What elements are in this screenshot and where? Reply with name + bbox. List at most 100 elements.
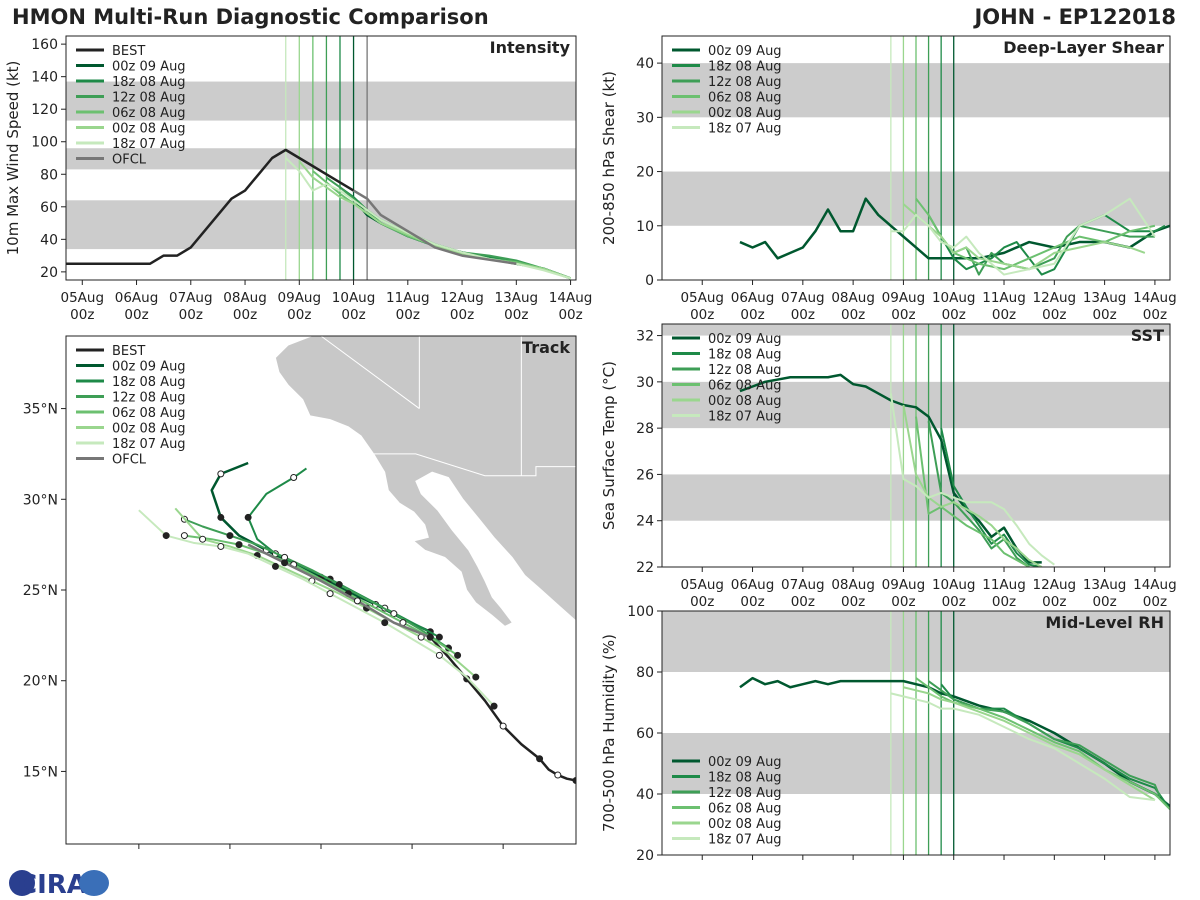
y-tick-label: 30 xyxy=(636,375,654,391)
x-tick-label: 14Aug xyxy=(1133,577,1177,593)
x-tick-label: 05Aug xyxy=(680,577,724,593)
y-tick-label: 80 xyxy=(636,665,654,681)
legend-label: 18z 07 Aug xyxy=(708,410,782,425)
x-tick-label: 11Aug xyxy=(982,290,1026,306)
chart-intensity: 2040608010012014016005Aug00z06Aug00z07Au… xyxy=(4,35,593,323)
legend-label: 06z 08 Aug xyxy=(708,379,782,394)
series-layer xyxy=(138,461,576,784)
y-tick-label: 160 xyxy=(31,37,58,53)
x-tick-label: 110°W xyxy=(479,859,527,860)
x-tick-sublabel: 00z xyxy=(341,307,365,323)
chart-title: Mid-Level RH xyxy=(1045,613,1164,632)
y-tick-label: 32 xyxy=(636,329,654,345)
x-tick-sublabel: 00z xyxy=(558,307,582,323)
track-point xyxy=(536,755,544,763)
chart-canvas: 2040608010012014016005Aug00z06Aug00z07Au… xyxy=(4,35,1177,860)
x-tick-sublabel: 00z xyxy=(791,594,815,610)
shaded-band xyxy=(66,200,576,250)
track-point xyxy=(499,722,507,730)
plot-frame xyxy=(661,35,1171,281)
x-tick-sublabel: 00z xyxy=(891,307,915,323)
land-area xyxy=(275,336,576,627)
x-tick-label: 05Aug xyxy=(680,290,724,306)
track-point xyxy=(180,532,188,540)
y-tick-label: 40 xyxy=(636,56,654,72)
chart-title: SST xyxy=(1131,326,1164,345)
x-tick-label: 07Aug xyxy=(781,577,825,593)
legend-label: 18z 08 Aug xyxy=(708,60,782,75)
x-tick-label: 08Aug xyxy=(223,290,267,306)
legend-label: 12z 08 Aug xyxy=(708,363,782,378)
track-point xyxy=(271,562,279,570)
legend-label: 18z 08 Aug xyxy=(708,348,782,363)
y-tick-label: 25°N xyxy=(23,583,58,599)
series-line-6 xyxy=(138,509,495,707)
track-point xyxy=(217,470,225,478)
x-tick-sublabel: 00z xyxy=(740,594,764,610)
x-tick-sublabel: 00z xyxy=(287,307,311,323)
x-tick-sublabel: 00z xyxy=(1092,594,1116,610)
track-point xyxy=(435,651,443,659)
series-line-4 xyxy=(312,170,571,280)
x-tick-sublabel: 00z xyxy=(841,307,865,323)
series-layer xyxy=(739,197,1170,276)
x-tick-label: 10Aug xyxy=(332,290,376,306)
x-tick-label: 13Aug xyxy=(1083,290,1127,306)
x-tick-label: 11Aug xyxy=(386,290,430,306)
y-tick-label: 24 xyxy=(636,514,654,530)
x-tick-label: 10Aug xyxy=(932,577,976,593)
y-tick-label: 20 xyxy=(636,165,654,181)
legend-label: 18z 07 Aug xyxy=(112,137,186,152)
x-tick-label: 09Aug xyxy=(278,290,322,306)
series-line-0 xyxy=(66,148,355,265)
y-tick-label: 20°N xyxy=(23,674,58,690)
series-line-0 xyxy=(739,373,1042,564)
y-tick-label: 40 xyxy=(40,232,58,248)
chart-track: 15°N 20°N 25°N 30°N 35°N 130°W 125°W 120°W 115°W… xyxy=(23,335,577,860)
y-tick-label: 40 xyxy=(636,787,654,803)
y-tick-label: 80 xyxy=(40,167,58,183)
track-point xyxy=(472,673,480,681)
logo-globe-icon xyxy=(9,870,35,896)
y-axis-label: 10m Max Wind Speed (kt) xyxy=(4,61,22,256)
series-line-4 xyxy=(184,534,459,657)
x-tick-label: 11Aug xyxy=(982,577,1026,593)
track-point xyxy=(281,559,289,567)
series-line-5 xyxy=(890,197,1156,276)
x-tick-sublabel: 00z xyxy=(992,594,1016,610)
legend-label: 12z 08 Aug xyxy=(112,391,186,406)
y-tick-label: 20 xyxy=(40,265,58,281)
track-point xyxy=(326,590,334,598)
x-tick-label: 14Aug xyxy=(549,290,593,306)
x-tick-label: 06Aug xyxy=(731,577,775,593)
x-tick-label: 12Aug xyxy=(1033,577,1077,593)
x-tick-sublabel: 00z xyxy=(504,307,528,323)
x-tick-sublabel: 00z xyxy=(841,594,865,610)
track-point xyxy=(290,474,298,482)
legend-label: 00z 09 Aug xyxy=(112,60,186,75)
legend-label: BEST xyxy=(112,44,145,59)
x-tick-label: 09Aug xyxy=(882,577,926,593)
chart-title: Intensity xyxy=(490,38,571,57)
legend-label: 00z 09 Aug xyxy=(708,332,782,347)
y-tick-label: 15°N xyxy=(23,764,58,780)
legend-label: 00z 08 Aug xyxy=(112,122,186,137)
x-tick-label: 13Aug xyxy=(1083,577,1127,593)
y-tick-label: 60 xyxy=(40,200,58,216)
x-tick-sublabel: 00z xyxy=(1092,307,1116,323)
track-point xyxy=(335,581,343,589)
y-tick-label: 28 xyxy=(636,421,654,437)
logo-text: CIRA xyxy=(18,870,87,900)
x-tick-label: 07Aug xyxy=(781,290,825,306)
x-tick-sublabel: 00z xyxy=(942,594,966,610)
series-line-3 xyxy=(915,677,1170,810)
x-tick-label: 13Aug xyxy=(495,290,539,306)
legend-label: 00z 08 Aug xyxy=(708,394,782,409)
y-axis-label: Sea Surface Temp (°C) xyxy=(600,361,618,530)
legend-label: 06z 08 Aug xyxy=(112,406,186,421)
legend-label: 00z 09 Aug xyxy=(112,360,186,375)
series-line-3 xyxy=(915,416,1030,567)
legend-label: 12z 08 Aug xyxy=(112,91,186,106)
y-tick-label: 35°N xyxy=(23,402,58,418)
x-tick-sublabel: 00z xyxy=(396,307,420,323)
